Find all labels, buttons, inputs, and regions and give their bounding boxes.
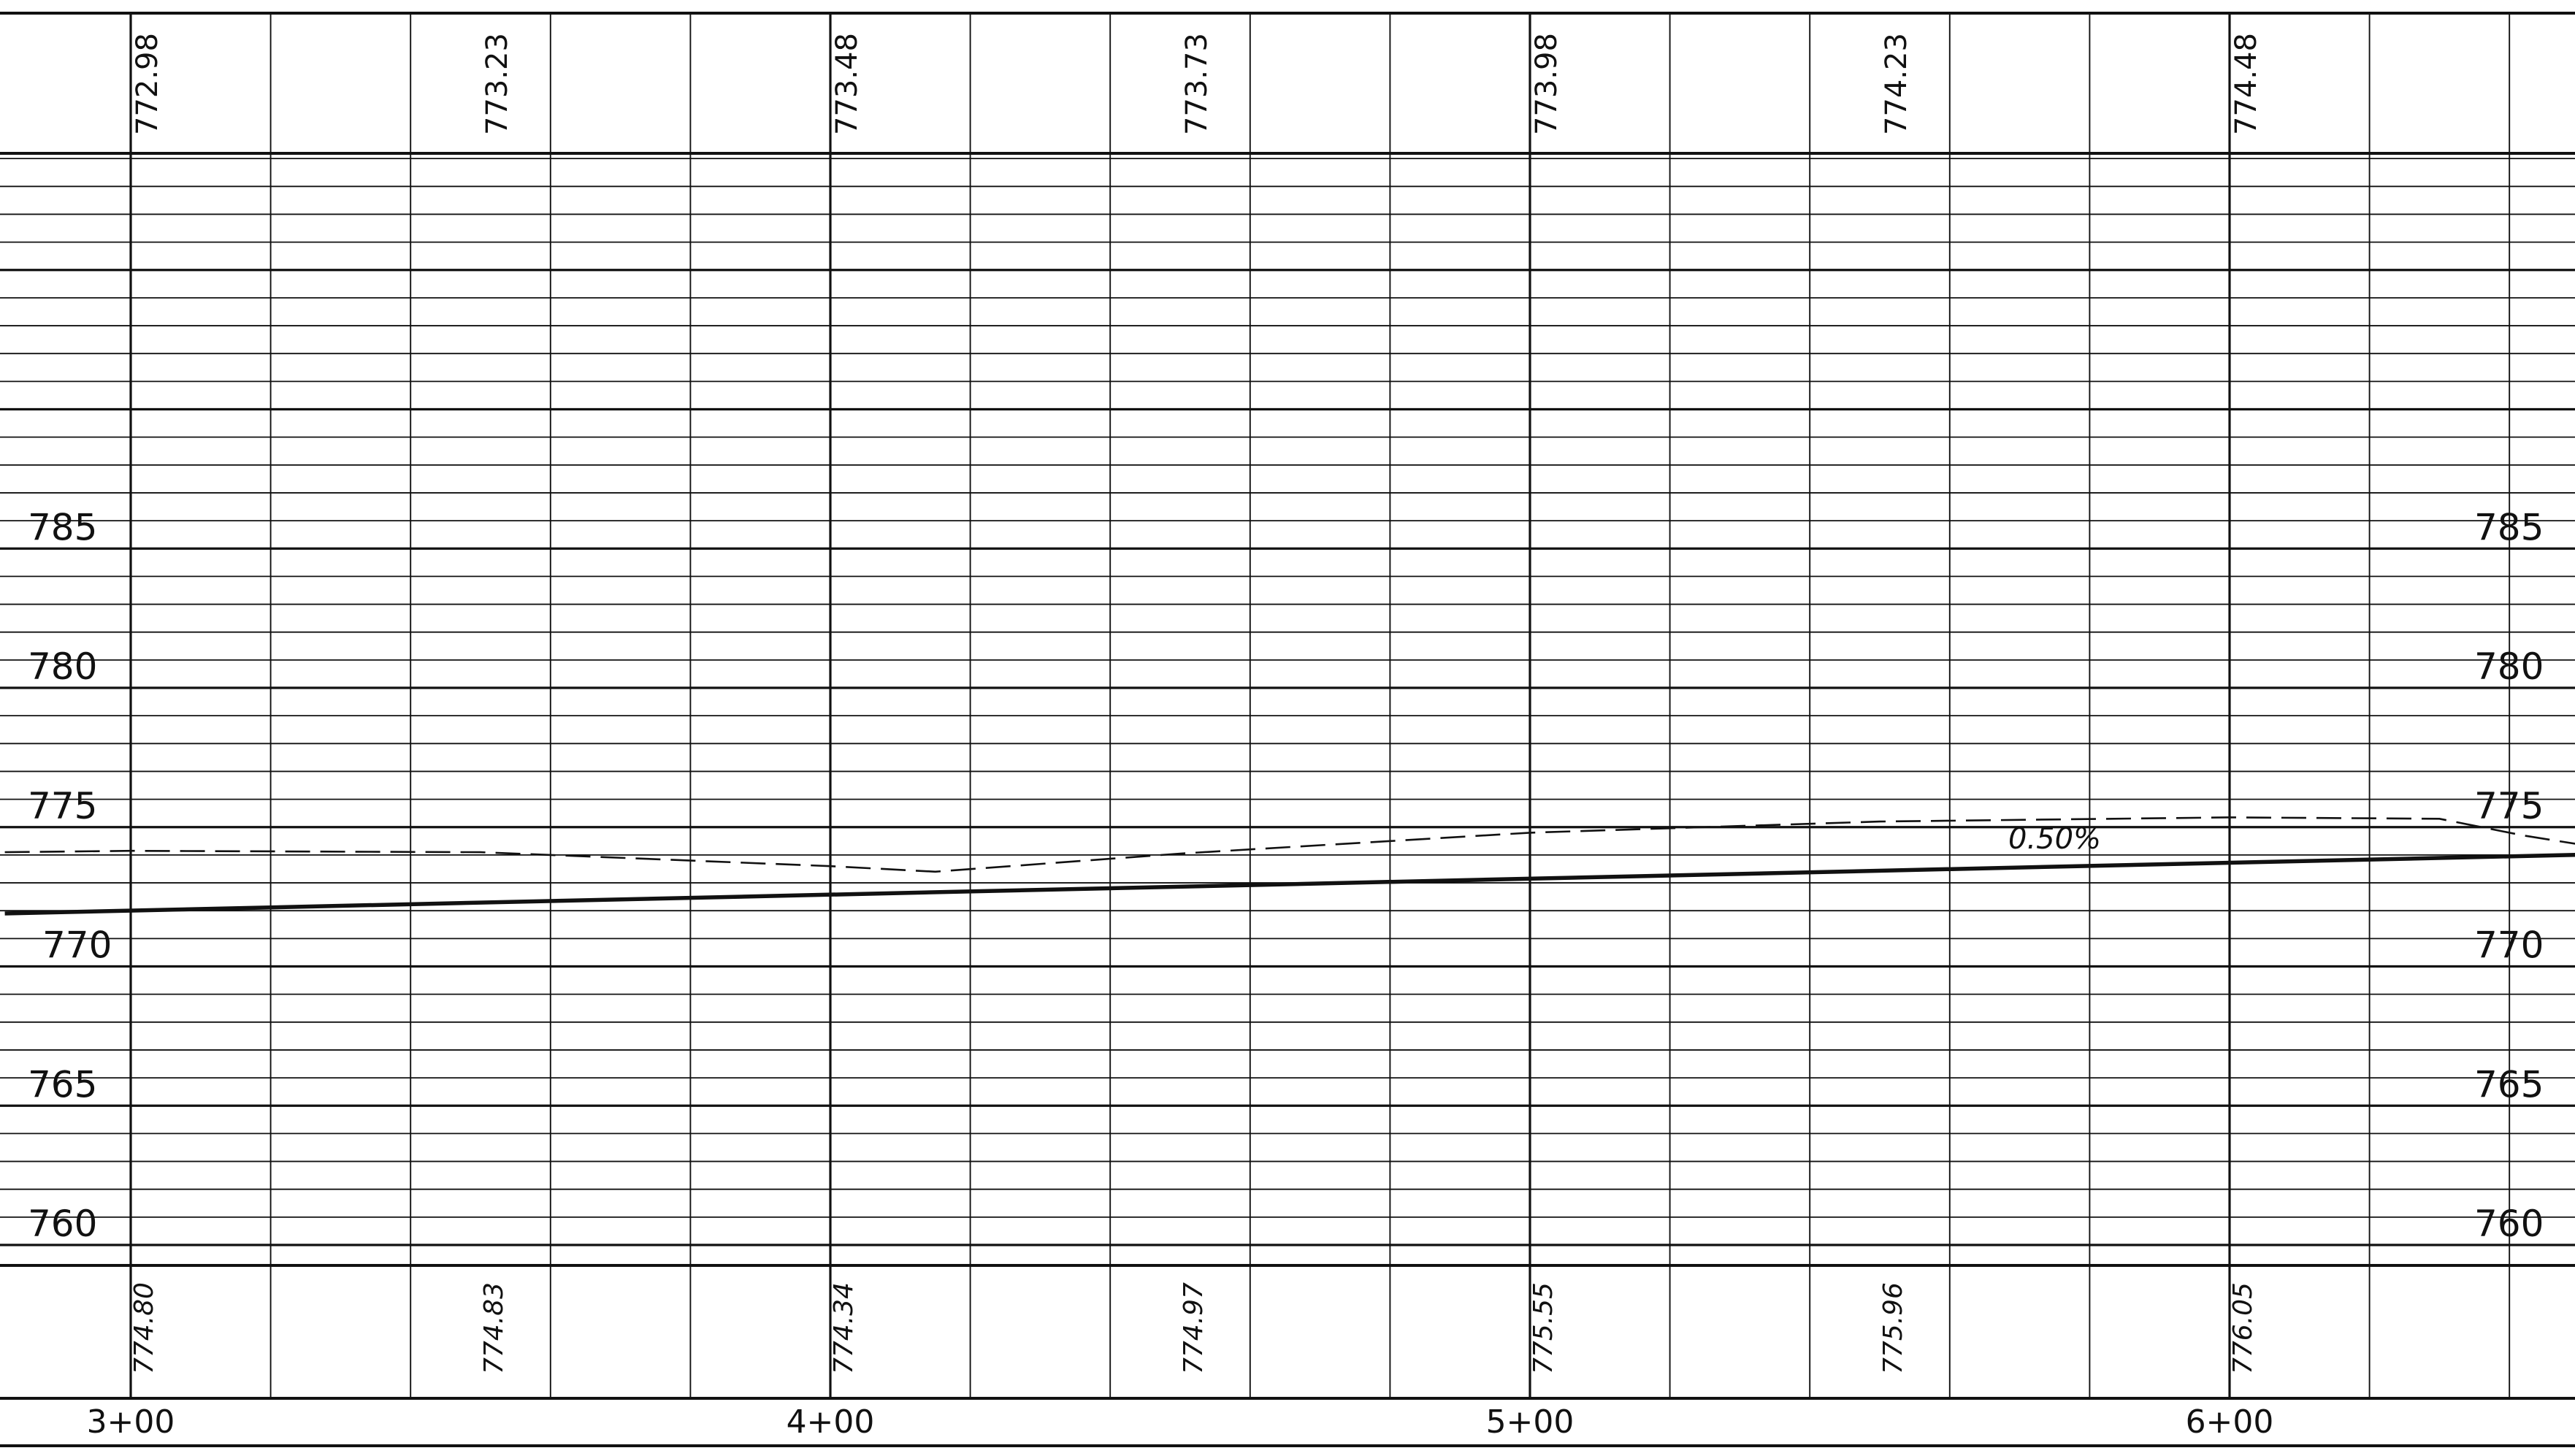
- grade-percent-label: 0.50%: [2008, 822, 2101, 856]
- elevation-label-right: 770: [2474, 924, 2544, 967]
- existing-ground-line: [4, 816, 2575, 873]
- top-band-elevation: 774.23: [1880, 33, 1913, 135]
- bottom-band-elevation: 775.96: [1878, 1282, 1908, 1374]
- data-bands: 772.98 773.23 773.48 773.73 773.98 774.23 774.…: [129, 33, 2263, 1374]
- top-band-elevation: 773.98: [1530, 33, 1564, 135]
- top-band-elevation: 774.48: [2230, 33, 2263, 135]
- station-label: 5+00: [1486, 1403, 1575, 1441]
- elevation-label-right: 780: [2474, 645, 2544, 688]
- top-band-elevation: 773.23: [481, 33, 514, 135]
- station-label: 3+00: [87, 1403, 175, 1441]
- elevation-label-left: 775: [28, 785, 97, 827]
- elevation-label-right: 765: [2474, 1063, 2544, 1106]
- axis-labels: 785 780 775 770 765 760 785 780 775 770 765 760 3+00…: [28, 506, 2544, 1441]
- station-label: 4+00: [787, 1403, 875, 1441]
- station-label: 6+00: [2186, 1403, 2274, 1441]
- annotations: 0.50%: [2008, 822, 2101, 856]
- top-band-elevation: 773.48: [830, 33, 864, 135]
- elevation-label-right: 785: [2474, 506, 2544, 548]
- bottom-band-elevation: 775.55: [1528, 1282, 1558, 1374]
- top-band-elevation: 772.98: [131, 33, 164, 135]
- grid-lines: [0, 12, 2575, 1447]
- elevation-label-left: 785: [28, 506, 97, 548]
- bottom-band-elevation: 774.80: [129, 1282, 159, 1374]
- bottom-band-elevation: 774.97: [1179, 1282, 1209, 1374]
- elevation-label-right: 775: [2474, 785, 2544, 827]
- elevation-label-left: 765: [28, 1063, 97, 1106]
- proposed-grade-line: [4, 852, 2575, 916]
- elevation-label-right: 760: [2474, 1203, 2544, 1245]
- bottom-band-elevation: 774.34: [829, 1282, 859, 1374]
- profile-lines: [4, 816, 2575, 916]
- elevation-label-left: 760: [28, 1203, 97, 1245]
- bottom-band-elevation: 774.83: [479, 1282, 509, 1374]
- bottom-band-elevation: 776.05: [2228, 1282, 2258, 1374]
- top-band-elevation: 773.73: [1180, 33, 1214, 135]
- elevation-label-left: 770: [42, 924, 112, 967]
- elevation-label-left: 780: [28, 645, 97, 688]
